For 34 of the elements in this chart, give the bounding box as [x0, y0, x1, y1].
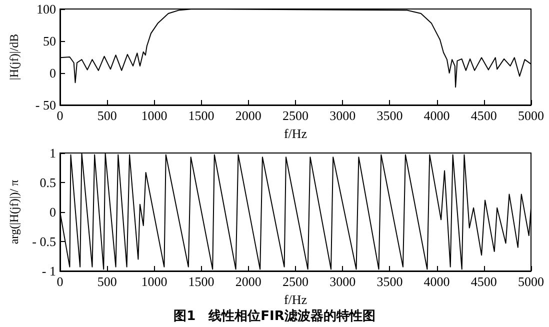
- x-tick-label: 4000: [424, 108, 450, 123]
- y-tick-label: 0: [50, 204, 56, 220]
- y-tick-label: - 50: [35, 98, 56, 112]
- x-tick-label: 4500: [470, 108, 497, 123]
- x-tick-label: 4500: [470, 274, 497, 289]
- x-tick-label: 2500: [282, 108, 308, 123]
- x-tick-label: 500: [97, 108, 117, 123]
- x-tick-label: 1000: [141, 274, 168, 289]
- x-tick-label: 3000: [330, 108, 356, 123]
- x-tick-label: 3500: [376, 274, 403, 289]
- y-axis-title: arg(|H(jf)|)/ π: [7, 180, 21, 244]
- x-tick-label: 5000: [518, 274, 544, 289]
- y-tick-label: 100: [36, 2, 56, 16]
- y-tick-label: 1: [50, 146, 56, 160]
- x-tick-label: 500: [97, 274, 117, 289]
- x-tick-label: 3500: [376, 108, 403, 123]
- y-tick-label: 0.5: [40, 175, 56, 190]
- y-tick-label: - 1: [42, 264, 56, 278]
- caption: 图1 线性相位FIR滤波器的特性图: [174, 309, 376, 324]
- x-tick-label: 3000: [330, 274, 356, 289]
- x-axis-title: f/Hz: [284, 126, 308, 141]
- y-axis-title: |H(jf)|/dB: [7, 34, 21, 80]
- x-tick-label: 4000: [424, 274, 450, 289]
- x-tick-label: 1500: [188, 108, 214, 123]
- y-tick-label: 0: [50, 66, 56, 80]
- x-tick-label: 2500: [282, 274, 308, 289]
- x-tick-label: 5000: [518, 108, 544, 123]
- y-tick-label: - 0.5: [32, 234, 56, 249]
- x-tick-label: 2000: [235, 108, 262, 123]
- x-axis-title: f/Hz: [284, 292, 308, 307]
- x-tick-label: 2000: [235, 274, 262, 289]
- y-tick-label: 50: [43, 34, 56, 48]
- x-tick-label: 1000: [141, 108, 168, 123]
- x-tick-label: 1500: [188, 274, 214, 289]
